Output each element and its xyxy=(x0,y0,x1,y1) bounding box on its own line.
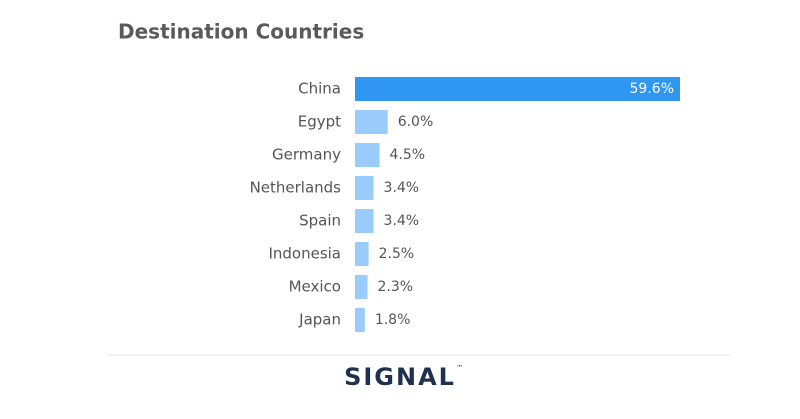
category-label: Indonesia xyxy=(268,245,341,263)
category-label: Mexico xyxy=(289,278,341,296)
value-label: 3.4% xyxy=(384,180,420,196)
category-label: Japan xyxy=(298,311,341,329)
value-label: 2.5% xyxy=(379,246,415,262)
bar xyxy=(355,209,374,233)
value-label: 3.4% xyxy=(384,213,420,229)
category-label: Netherlands xyxy=(250,179,342,197)
bar xyxy=(355,176,374,200)
value-label: 59.6% xyxy=(630,81,674,97)
bar xyxy=(355,275,368,299)
value-label: 6.0% xyxy=(398,114,434,130)
value-label: 1.8% xyxy=(375,312,411,328)
chart-title: Destination Countries xyxy=(118,20,364,44)
bar xyxy=(355,308,365,332)
category-label: Egypt xyxy=(298,113,341,131)
bar xyxy=(355,143,380,167)
bar xyxy=(355,77,680,101)
value-label: 4.5% xyxy=(390,147,426,163)
trademark: ™ xyxy=(456,364,463,372)
category-label: China xyxy=(298,80,341,98)
bar xyxy=(355,242,369,266)
value-label: 2.3% xyxy=(378,279,414,295)
bar xyxy=(355,110,388,134)
category-label: Spain xyxy=(299,212,341,230)
category-label: Germany xyxy=(272,146,341,164)
logo: SIGNAL xyxy=(344,363,456,391)
